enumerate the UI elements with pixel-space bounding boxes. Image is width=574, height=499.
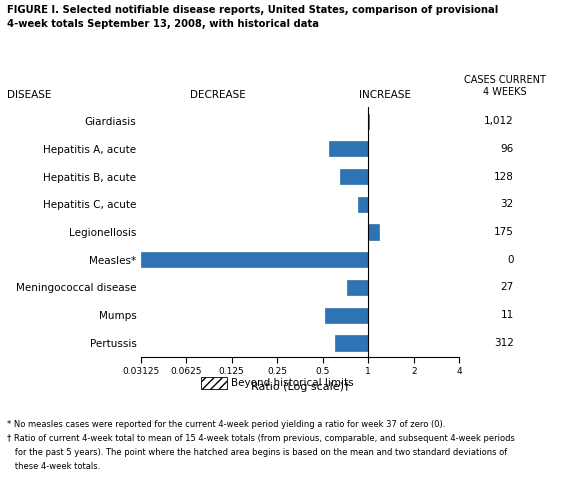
- Text: * No measles cases were reported for the current 4-week period yielding a ratio : * No measles cases were reported for the…: [7, 420, 445, 429]
- Text: 11: 11: [501, 310, 514, 320]
- Text: Beyond historical limits: Beyond historical limits: [231, 378, 354, 388]
- Text: INCREASE: INCREASE: [359, 90, 410, 100]
- Text: 27: 27: [501, 282, 514, 292]
- Bar: [340, 169, 368, 184]
- Text: 128: 128: [494, 172, 514, 182]
- Bar: [141, 252, 368, 267]
- Text: for the past 5 years). The point where the hatched area begins is based on the m: for the past 5 years). The point where t…: [7, 448, 507, 457]
- Bar: [329, 141, 368, 157]
- X-axis label: Ratio (Log scale)†: Ratio (Log scale)†: [251, 382, 349, 392]
- Text: 175: 175: [494, 227, 514, 237]
- Bar: [325, 307, 368, 323]
- Text: 4-week totals September 13, 2008, with historical data: 4-week totals September 13, 2008, with h…: [7, 19, 319, 29]
- Text: 312: 312: [494, 338, 514, 348]
- Text: CASES CURRENT
4 WEEKS: CASES CURRENT 4 WEEKS: [464, 75, 546, 97]
- Text: FIGURE I. Selected notifiable disease reports, United States, comparison of prov: FIGURE I. Selected notifiable disease re…: [7, 5, 498, 15]
- Bar: [335, 335, 368, 351]
- Text: DECREASE: DECREASE: [190, 90, 246, 100]
- Text: 96: 96: [501, 144, 514, 154]
- Text: 32: 32: [501, 199, 514, 209]
- Text: 1,012: 1,012: [484, 116, 514, 126]
- Bar: [347, 280, 368, 295]
- Text: DISEASE: DISEASE: [7, 90, 51, 100]
- Text: † Ratio of current 4-week total to mean of 15 4-week totals (from previous, comp: † Ratio of current 4-week total to mean …: [7, 434, 515, 443]
- Bar: [368, 114, 370, 129]
- Text: 0: 0: [507, 255, 514, 265]
- Bar: [358, 197, 368, 212]
- Bar: [368, 225, 379, 240]
- Text: these 4-week totals.: these 4-week totals.: [7, 462, 100, 471]
